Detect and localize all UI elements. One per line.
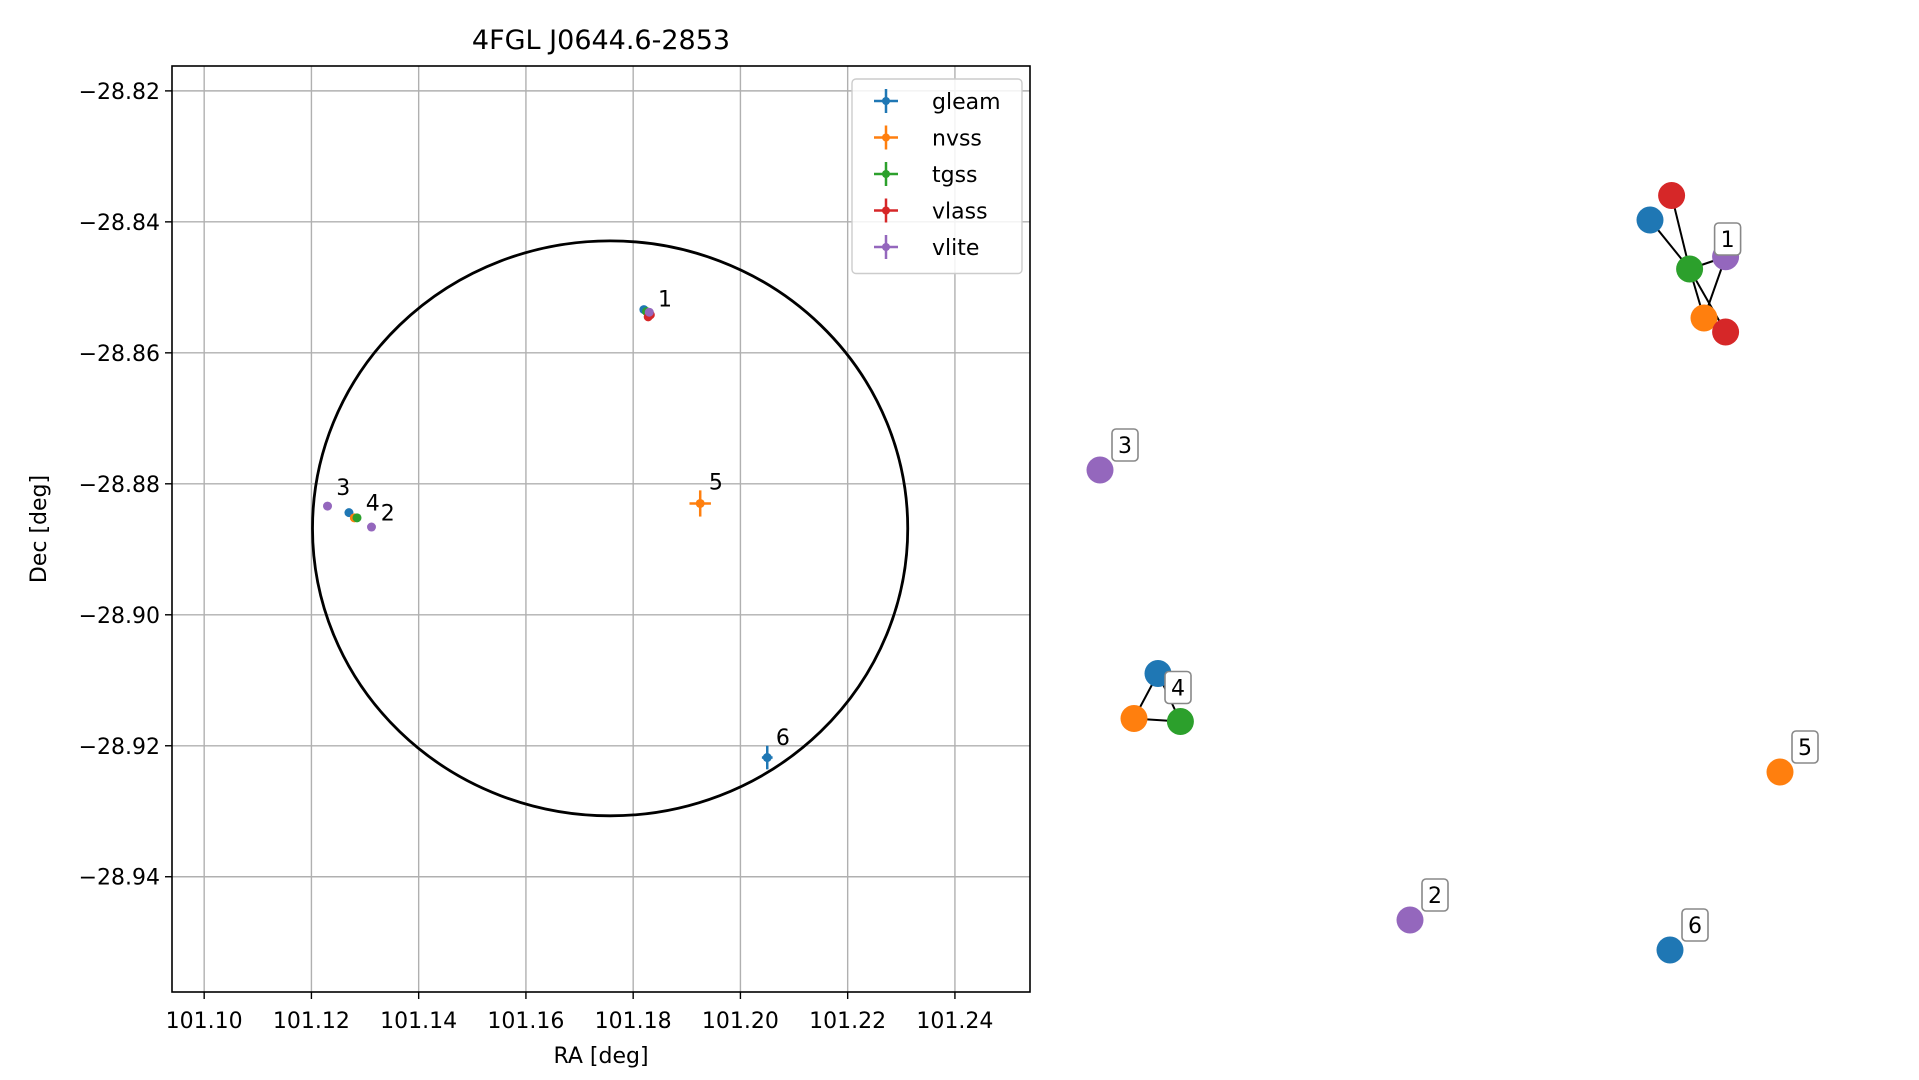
data-point-vlite-0 [644, 307, 654, 317]
graph-node-5-0 [1766, 758, 1794, 786]
data-point-vlite-1 [366, 522, 376, 532]
graph-node-3-0 [1086, 456, 1114, 484]
y-axis-label: Dec [deg] [27, 475, 52, 583]
search-region-circle [311, 239, 910, 818]
group-label-2: 2 [1428, 884, 1442, 909]
group-label-1: 1 [1721, 228, 1735, 253]
group-label-box-3 [1111, 428, 1139, 462]
x-tick-label: 101.14 [380, 1009, 457, 1034]
graph-node-6-0 [1656, 936, 1684, 964]
y-tick-label: −28.82 [79, 80, 160, 105]
scatter-plot: 101.10 101.12 101.14 101.16 101.18 101.20 101.… [27, 25, 1031, 1069]
group-label-box-1 [1713, 222, 1742, 256]
y-tick-label: −28.94 [79, 866, 160, 891]
x-tick-label: 101.18 [595, 1009, 672, 1034]
x-tick-label: 101.10 [166, 1009, 243, 1034]
point-annotation-2: 2 [381, 501, 395, 526]
data-point-vlite-2 [323, 501, 333, 511]
point-annotation-3: 3 [336, 476, 350, 501]
legend-marker-dot-tgss [882, 170, 890, 178]
legend-marker-dot-gleam [882, 97, 890, 105]
x-tick-label: 101.16 [487, 1009, 564, 1034]
graph-node-4-1 [1120, 705, 1148, 732]
network-graph: 1 2 3 4 5 6 [1086, 182, 1819, 964]
group-label-6: 6 [1688, 914, 1702, 939]
x-axis-label: RA [deg] [553, 1044, 648, 1069]
point-annotation-6: 6 [776, 726, 790, 751]
axes-frame [171, 65, 1031, 993]
group-label-5: 5 [1798, 736, 1812, 761]
legend-marker-dot-vlass [882, 206, 890, 215]
graph-node-1-0 [1636, 206, 1664, 234]
legend-label-tgss: tgss [932, 163, 978, 188]
legend-box [851, 78, 1023, 275]
data-point-gleam-2 [762, 753, 772, 763]
legend-label-vlite: vlite [932, 236, 979, 261]
y-tick-label: −28.86 [79, 342, 160, 367]
group-label-box-5 [1791, 730, 1819, 764]
x-tick-label: 101.20 [702, 1009, 779, 1034]
y-tick-label: −28.88 [79, 473, 160, 498]
graph-node-4-2 [1166, 708, 1194, 735]
group-label-3: 3 [1118, 434, 1132, 459]
chart-title: 4FGL J0644.6-2853 [472, 25, 730, 56]
legend-label-nvss: nvss [932, 127, 982, 152]
point-annotation-4: 4 [366, 492, 380, 517]
group-label-box-6 [1681, 908, 1709, 942]
graph-node-1-1 [1658, 182, 1686, 209]
y-tick-label: −28.92 [79, 735, 160, 760]
graph-node-1-2 [1676, 255, 1704, 283]
point-annotation-5: 5 [709, 471, 723, 496]
x-tick-label: 101.12 [273, 1009, 350, 1034]
group-label-box-4 [1164, 670, 1192, 705]
legend-label-gleam: gleam [932, 90, 1001, 115]
graph-node-1-4 [1690, 304, 1718, 332]
legend-marker-dot-vlite [882, 243, 890, 251]
group-label-4: 4 [1171, 677, 1185, 702]
x-tick-label: 101.24 [916, 1009, 993, 1034]
y-tick-label: −28.90 [79, 604, 160, 629]
point-annotation-1: 1 [658, 287, 672, 312]
legend-marker-dot-nvss [882, 133, 890, 142]
graph-node-1-5 [1712, 318, 1740, 346]
graph-node-2-0 [1396, 906, 1424, 934]
group-label-box-2 [1421, 878, 1449, 912]
x-tick-label: 101.22 [809, 1009, 886, 1034]
data-point-tgss-1 [352, 513, 362, 523]
data-point-nvss-2 [695, 498, 705, 508]
legend-label-vlass: vlass [932, 200, 988, 225]
y-tick-label: −28.84 [79, 211, 160, 236]
